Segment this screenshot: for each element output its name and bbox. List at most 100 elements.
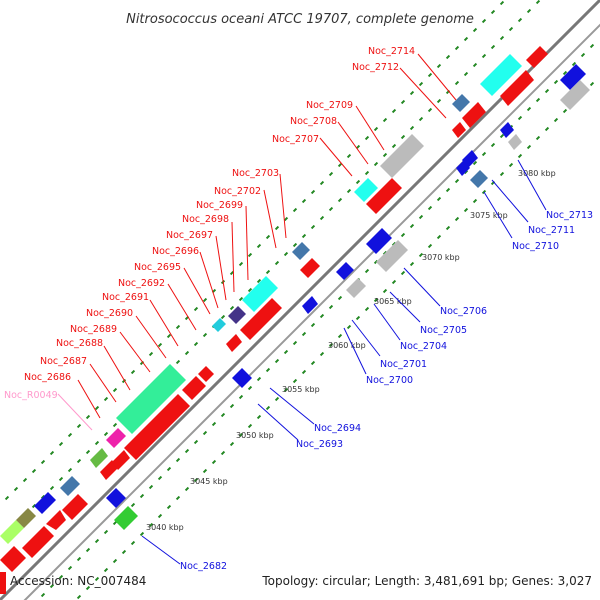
tick-mark: [292, 242, 298, 248]
gene-label-noc-2687[interactable]: Noc_2687: [40, 356, 117, 403]
gene-arrow: [0, 546, 26, 572]
gene-label-noc-2714[interactable]: Noc_2714: [368, 46, 457, 101]
gene-label-noc-2697[interactable]: Noc_2697: [166, 230, 227, 301]
tick-mark: [400, 270, 406, 276]
svg-text:Noc_2689: Noc_2689: [70, 324, 117, 335]
gene-label-noc-2708[interactable]: Noc_2708: [290, 116, 369, 165]
gene-label-noc-2702[interactable]: Noc_2702: [214, 186, 277, 249]
tick-mark: [76, 594, 82, 600]
tick-mark: [112, 520, 118, 526]
tick-mark: [589, 43, 595, 49]
gene-label-noc-2690[interactable]: Noc_2690: [86, 308, 167, 359]
gene-label-noc-2711[interactable]: Noc_2711: [491, 179, 575, 236]
tick-mark: [427, 72, 433, 78]
tick-mark: [58, 476, 64, 482]
tick-mark: [76, 458, 82, 464]
tick-mark: [382, 152, 388, 158]
tick-mark: [364, 268, 370, 274]
gene-label-noc-2700[interactable]: Noc_2700: [343, 327, 413, 386]
gene-label-noc-2701[interactable]: Noc_2701: [351, 319, 427, 370]
gene-label-noc-2698[interactable]: Noc_2698: [182, 214, 235, 293]
feature-purple: [228, 306, 246, 324]
gene-label-noc-2710[interactable]: Noc_2710: [483, 191, 559, 252]
gene-label-noc-2703[interactable]: Noc_2703: [232, 168, 287, 239]
svg-text:Noc_2700: Noc_2700: [366, 375, 413, 386]
tick-mark: [94, 538, 100, 544]
gene-arrow: [182, 376, 206, 400]
gene-label-noc-2691[interactable]: Noc_2691: [102, 292, 179, 347]
tick-mark: [454, 216, 460, 222]
gene-label-noc-2705[interactable]: Noc_2705: [389, 291, 467, 336]
tick-mark: [337, 197, 343, 203]
gene-arrow: [226, 334, 242, 352]
tick-mark: [229, 403, 235, 409]
tick-mark: [148, 351, 154, 357]
tick-mark: [85, 547, 91, 553]
tick-mark: [373, 161, 379, 167]
tick-mark: [148, 484, 154, 490]
tick-mark: [193, 439, 199, 445]
gene-label-noc-2682[interactable]: Noc_2682: [141, 535, 227, 572]
gene-label-noc-2709[interactable]: Noc_2709: [306, 100, 385, 151]
tick-mark: [274, 225, 280, 231]
tick-mark: [193, 341, 199, 347]
gene-label-noc-2713[interactable]: Noc_2713: [517, 159, 593, 221]
tick-mark: [112, 422, 118, 428]
scale-label: 3060 kbp: [328, 341, 366, 350]
tick-mark: [310, 360, 316, 366]
gene-label-noc-2689[interactable]: Noc_2689: [70, 324, 151, 373]
gene-label-noc-2692[interactable]: Noc_2692: [118, 278, 197, 331]
tick-mark: [499, 0, 505, 6]
feature-green: [90, 448, 108, 468]
tick-mark: [274, 358, 280, 364]
gene-label-noc-2707[interactable]: Noc_2707: [272, 134, 353, 177]
gene-label-noc-2695[interactable]: Noc_2695: [134, 262, 211, 315]
svg-text:Noc_2692: Noc_2692: [118, 278, 165, 289]
tick-mark: [472, 198, 478, 204]
svg-text:Noc_2694: Noc_2694: [314, 423, 361, 434]
gene-label-noc-2693[interactable]: Noc_2693: [257, 403, 343, 450]
tick-mark: [202, 297, 208, 303]
tick-mark: [22, 477, 28, 483]
tick-mark: [121, 549, 127, 555]
gene-label-noc-2694[interactable]: Noc_2694: [269, 387, 361, 434]
gene-arrow-rev: [560, 64, 586, 90]
gene-label-noc-2696[interactable]: Noc_2696: [152, 246, 219, 309]
tick-mark: [112, 558, 118, 564]
feature-lightgreen: [0, 520, 24, 544]
tick-mark: [445, 54, 451, 60]
gene-label-noc-2688[interactable]: Noc_2688: [56, 338, 131, 391]
feature-olive: [16, 508, 36, 528]
tick-mark: [544, 88, 550, 94]
gene-label-noc-2704[interactable]: Noc_2704: [373, 303, 447, 352]
tick-mark: [346, 324, 352, 330]
feature-cyan-long: [242, 276, 278, 312]
tick-mark: [562, 108, 568, 114]
gene-label-noc-r0049[interactable]: Noc_R0049: [4, 390, 93, 431]
tick-mark: [274, 260, 280, 266]
tick-mark: [571, 61, 577, 67]
tick-mark: [283, 216, 289, 222]
gene-arrow: [112, 450, 130, 470]
tick-mark: [175, 324, 181, 330]
tick-mark: [364, 170, 370, 176]
gene-label-noc-2699[interactable]: Noc_2699: [196, 200, 249, 281]
tick-mark: [418, 214, 424, 220]
feature-steelblue: [60, 476, 80, 496]
tick-mark: [13, 486, 19, 492]
gene-label-noc-2686[interactable]: Noc_2686: [24, 372, 101, 419]
gene-arrow: [124, 394, 190, 460]
tick-mark: [67, 432, 73, 438]
tick-mark: [481, 18, 487, 24]
tick-mark: [553, 117, 559, 123]
tick-mark: [391, 279, 397, 285]
tick-mark: [220, 450, 226, 456]
tick-mark: [40, 459, 46, 465]
tick-mark: [274, 396, 280, 402]
gene-label-noc-2706[interactable]: Noc_2706: [403, 267, 487, 317]
tick-mark: [202, 332, 208, 338]
tick-mark: [463, 71, 469, 77]
tick-mark: [400, 99, 406, 105]
gene-label-noc-2712[interactable]: Noc_2712: [352, 62, 447, 119]
tick-mark: [346, 188, 352, 194]
